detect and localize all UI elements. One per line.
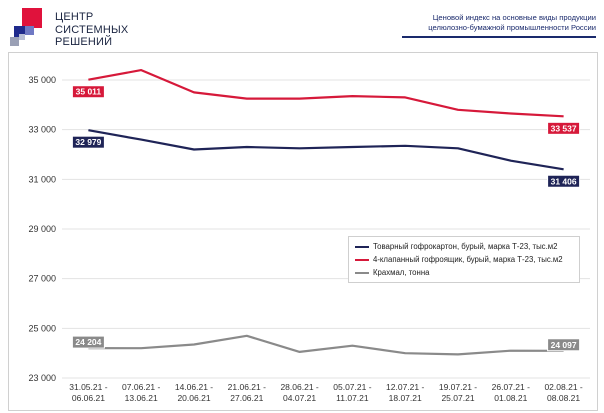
x-tick-label: 01.08.21 [494, 393, 527, 403]
data-label: 32 979 [75, 137, 101, 147]
data-label-box [547, 338, 581, 352]
chart-frame [8, 52, 598, 411]
x-tick-label: 27.06.21 [230, 393, 263, 403]
legend-label-1: Товарный гофрокартон, бурый, марка Т-23,… [373, 242, 558, 251]
x-tick-label: 12.07.21 - [386, 382, 424, 392]
y-tick-label: 31 000 [28, 174, 56, 184]
x-tick-label: 20.06.21 [177, 393, 210, 403]
data-label-box [547, 121, 581, 135]
x-tick-label: 13.06.21 [125, 393, 158, 403]
x-tick-label: 18.07.21 [389, 393, 422, 403]
x-tick-label: 14.06.21 - [175, 382, 213, 392]
legend-label-3: Крахмал, тонна [373, 268, 430, 277]
legend-label-2: 4-клапанный гофроящик, бурый, марка Т-23… [373, 255, 563, 264]
x-tick-label: 19.07.21 - [439, 382, 477, 392]
data-label-box [71, 335, 105, 349]
x-tick-label: 04.07.21 [283, 393, 316, 403]
x-tick-label: 08.08.21 [547, 393, 580, 403]
y-tick-label: 33 000 [28, 125, 56, 135]
legend-swatch-2 [355, 258, 369, 261]
legend-swatch-3 [355, 271, 369, 274]
y-tick-label: 29 000 [28, 224, 56, 234]
legend-item-1: Товарный гофрокартон, бурый, марка Т-23,… [355, 240, 573, 253]
x-tick-label: 31.05.21 - [69, 382, 107, 392]
logo-icon [10, 8, 42, 46]
series-line-1 [88, 129, 564, 171]
chart-title: Ценовой индекс на основные виды продукци… [396, 13, 596, 33]
chart-legend: Товарный гофрокартон, бурый, марка Т-23,… [348, 236, 580, 283]
y-tick-label: 23 000 [28, 373, 56, 383]
chart-title-line-1: Ценовой индекс на основные виды продукци… [432, 13, 596, 22]
company-logo: ЦЕНТР СИСТЕМНЫХ РЕШЕНИЙ [8, 8, 138, 48]
series-line-3 [88, 334, 564, 356]
x-tick-label: 11.07.21 [336, 393, 369, 403]
x-tick-label: 21.06.21 - [228, 382, 266, 392]
series-line-2 [88, 68, 564, 118]
x-tick-label: 26.07.21 - [492, 382, 530, 392]
x-tick-label: 05.07.21 - [333, 382, 371, 392]
x-tick-label: 02.08.21 - [544, 382, 582, 392]
x-tick-label: 28.06.21 - [280, 382, 318, 392]
data-label: 31 406 [551, 176, 577, 186]
logo-text: ЦЕНТР СИСТЕМНЫХ РЕШЕНИЙ [55, 11, 128, 49]
data-label: 24 097 [551, 340, 577, 350]
data-label: 35 011 [76, 87, 102, 97]
title-underline [402, 36, 596, 38]
logo-line-3: РЕШЕНИЙ [55, 36, 113, 48]
data-label-box [547, 174, 581, 188]
legend-item-2: 4-клапанный гофроящик, бурый, марка Т-23… [355, 253, 573, 266]
chart-title-line-2: целюлозно-бумажной промышленности России [428, 23, 596, 32]
logo-line-2: СИСТЕМНЫХ [55, 23, 129, 36]
data-label: 24 204 [75, 337, 101, 347]
legend-item-3: Крахмал, тонна [355, 266, 573, 279]
y-tick-label: 35 000 [28, 75, 56, 85]
y-tick-label: 25 000 [28, 323, 56, 333]
data-label-box [71, 135, 105, 149]
data-label-box [71, 85, 105, 99]
data-label: 33 537 [551, 123, 577, 133]
y-tick-label: 27 000 [28, 274, 56, 284]
x-tick-label: 07.06.21 - [122, 382, 160, 392]
logo-line-1: ЦЕНТР [55, 11, 94, 23]
x-tick-label: 25.07.21 [441, 393, 474, 403]
x-tick-label: 06.06.21 [72, 393, 105, 403]
legend-swatch-1 [355, 245, 369, 248]
